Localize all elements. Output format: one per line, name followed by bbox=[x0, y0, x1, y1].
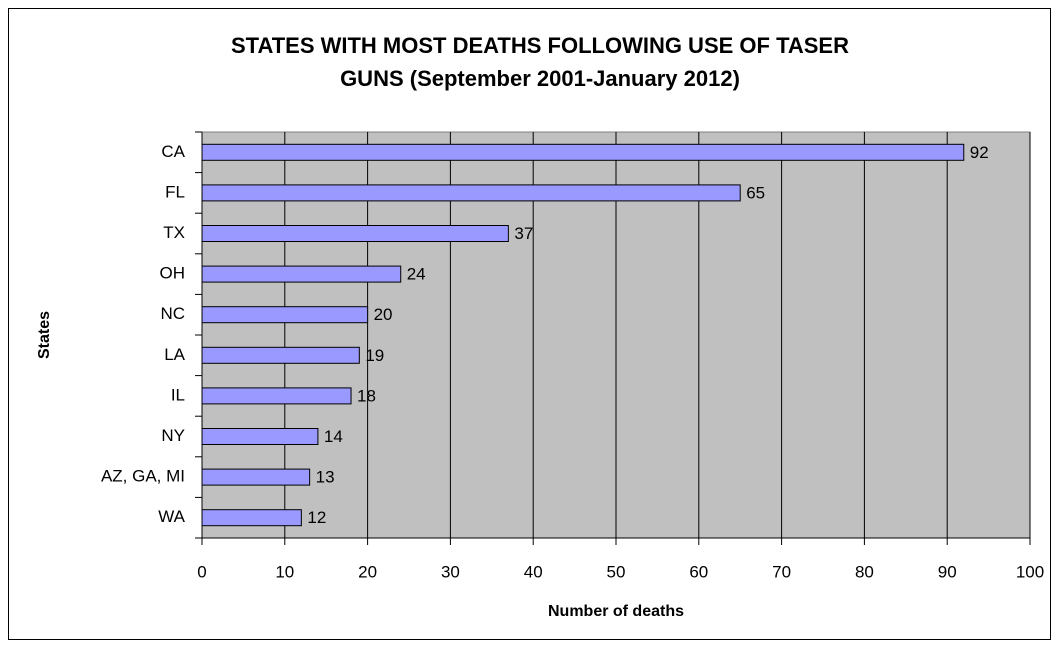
bar bbox=[201, 306, 369, 324]
bar bbox=[201, 225, 509, 242]
y-tick-label: LA bbox=[164, 345, 185, 364]
y-tick-label: CA bbox=[161, 142, 185, 161]
value-label: 19 bbox=[365, 346, 384, 365]
x-tick-label: 70 bbox=[772, 562, 791, 581]
bar bbox=[201, 509, 302, 527]
value-label: 65 bbox=[746, 183, 765, 202]
y-tick-label: TX bbox=[163, 223, 185, 242]
bar bbox=[201, 346, 360, 364]
bar bbox=[201, 468, 311, 486]
value-label: 20 bbox=[374, 305, 393, 324]
x-tick-label: 40 bbox=[524, 562, 543, 581]
y-tick-label: WA bbox=[158, 507, 185, 526]
value-label: 24 bbox=[407, 265, 426, 284]
y-tick-label: OH bbox=[160, 264, 186, 283]
chart-title: GUNS (September 2001-January 2012) bbox=[340, 66, 740, 91]
y-tick-label: NY bbox=[161, 426, 185, 445]
bar bbox=[201, 184, 741, 202]
value-label: 37 bbox=[514, 224, 533, 243]
chart-title: STATES WITH MOST DEATHS FOLLOWING USE OF… bbox=[231, 33, 849, 58]
x-tick-label: 20 bbox=[358, 562, 377, 581]
x-tick-label: 0 bbox=[197, 562, 206, 581]
y-tick-label: FL bbox=[165, 182, 185, 201]
x-tick-label: 50 bbox=[607, 562, 626, 581]
bar bbox=[201, 143, 965, 161]
x-tick-label: 100 bbox=[1016, 562, 1044, 581]
x-tick-label: 10 bbox=[275, 562, 294, 581]
value-label: 13 bbox=[316, 468, 335, 487]
y-tick-label: AZ, GA, MI bbox=[101, 467, 185, 486]
bar bbox=[201, 387, 352, 405]
y-axis-title: States bbox=[36, 311, 53, 359]
x-tick-label: 90 bbox=[938, 562, 957, 581]
x-tick-label: 80 bbox=[855, 562, 874, 581]
value-label: 92 bbox=[970, 143, 989, 162]
y-tick-label: NC bbox=[160, 304, 185, 323]
value-label: 14 bbox=[324, 427, 343, 446]
y-tick-label: IL bbox=[171, 385, 185, 404]
bar bbox=[201, 265, 402, 283]
value-label: 18 bbox=[357, 386, 376, 405]
bar bbox=[201, 428, 319, 445]
x-axis-title: Number of deaths bbox=[548, 603, 684, 620]
x-tick-label: 60 bbox=[689, 562, 708, 581]
value-label: 12 bbox=[307, 508, 326, 527]
x-tick-label: 30 bbox=[441, 562, 460, 581]
